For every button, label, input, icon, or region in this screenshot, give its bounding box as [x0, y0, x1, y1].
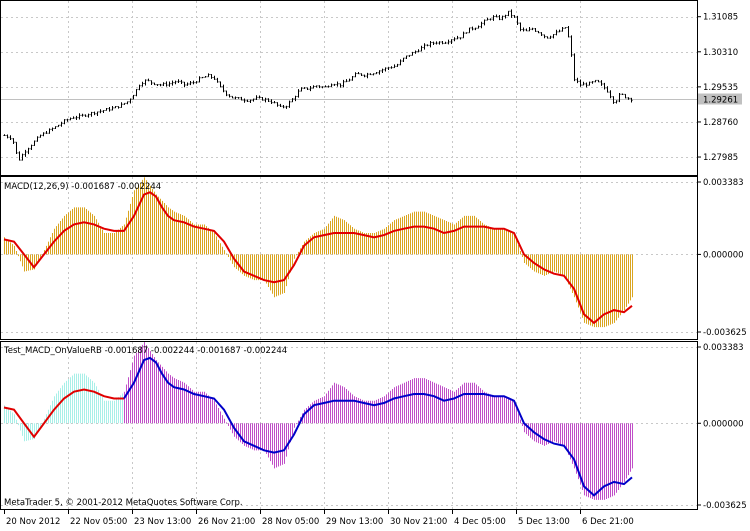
price-axis-label: 1.27985 — [703, 153, 738, 163]
rb-panel-frame — [0, 341, 698, 510]
price-axis[interactable]: 1.31085 1.30310 1.29535 1.28760 1.27985 — [697, 13, 738, 163]
rb-signal-line — [3, 356, 633, 497]
price-grid — [1, 1, 697, 175]
macd-axis[interactable]: 0.003383 0.000000 -0.003625 — [697, 178, 747, 338]
macd-panel-frame — [0, 176, 698, 340]
rb-panel[interactable] — [3, 342, 633, 500]
price-axis-label: 1.29535 — [703, 83, 738, 93]
current-price-tag-bg — [698, 93, 742, 105]
price-panel-frame — [0, 0, 698, 176]
macd-panel[interactable] — [3, 177, 633, 328]
indicator-axis-label: -0.003625 — [703, 501, 747, 511]
time-axis-label: 29 Nov 13:00 — [326, 517, 383, 527]
current-price-tag: 1.29261 — [698, 93, 742, 106]
price-axis-label: 1.30310 — [703, 48, 738, 58]
rb-line-red-segment — [3, 388, 124, 439]
indicator-axis-label: 0.003383 — [703, 343, 744, 353]
macd-signal-line — [3, 191, 633, 325]
time-axis-label: 30 Nov 21:00 — [390, 517, 447, 527]
rb-histogram — [4, 342, 633, 500]
macd-panel-title: MACD(12,26,9) -0.001687 -0.002244 — [4, 182, 161, 192]
indicator-axis-label: -0.003625 — [703, 328, 747, 338]
time-axis-label: 5 Dec 13:00 — [518, 517, 570, 527]
copyright-label: MetaTrader 5, © 2001-2012 MetaQuotes Sof… — [4, 498, 243, 508]
time-axis-label: 22 Nov 05:00 — [70, 517, 127, 527]
time-axis-label: 26 Nov 21:00 — [198, 517, 255, 527]
indicator-axis-label: 0.000000 — [703, 250, 744, 260]
macd-histogram — [4, 177, 633, 328]
price-axis-label: 1.31085 — [703, 13, 738, 23]
indicator-axis-label: 0.003383 — [703, 178, 744, 188]
time-axis-label: 28 Nov 05:00 — [262, 517, 319, 527]
time-axis-label: 23 Nov 13:00 — [134, 517, 191, 527]
rb-panel-title: Test_MACD_OnValueRB -0.001687 -0.002244 … — [3, 346, 287, 356]
time-axis-label: 6 Dec 21:00 — [582, 517, 634, 527]
price-panel[interactable] — [1, 9, 697, 161]
time-axis[interactable]: 20 Nov 2012 22 Nov 05:00 23 Nov 13:00 26 No… — [4, 510, 634, 527]
price-candles — [3, 9, 633, 161]
rb-line-blue-segment — [123, 356, 633, 497]
time-axis-label: 20 Nov 2012 — [6, 517, 60, 527]
time-axis-label: 4 Dec 05:00 — [454, 517, 506, 527]
current-price-label: 1.29261 — [703, 96, 738, 106]
price-axis-label: 1.28760 — [703, 118, 738, 128]
indicator-axis-label: 0.000000 — [703, 419, 744, 429]
rb-axis[interactable]: 0.003383 0.000000 -0.003625 — [697, 343, 747, 511]
